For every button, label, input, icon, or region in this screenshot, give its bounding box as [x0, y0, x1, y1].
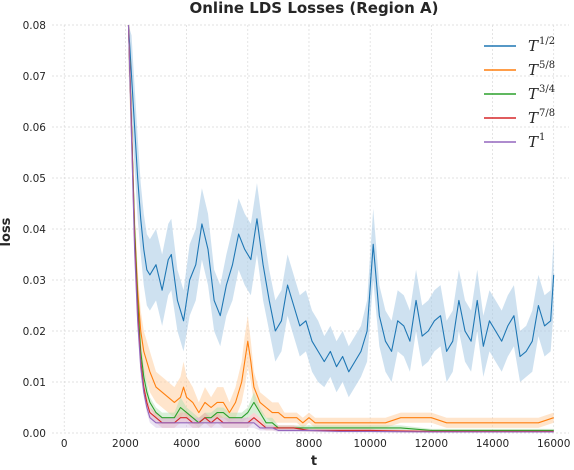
grid — [52, 24, 569, 434]
legend-entry: T7/8 — [528, 108, 555, 127]
series-2-line — [127, 24, 554, 424]
x-tick-label: 8000 — [296, 438, 323, 450]
legend-entry: T3/4 — [528, 84, 555, 103]
y-tick-label: 0.00 — [23, 428, 46, 440]
x-tick-label: 4000 — [173, 438, 200, 450]
confidence-bands — [128, 25, 554, 433]
legend-entry: T5/8 — [528, 60, 555, 79]
y-axis-label: loss — [0, 217, 14, 246]
y-tick-label: 0.05 — [23, 173, 46, 185]
legend: T1/2 T5/8 T3/4 T7/8 T1 — [484, 36, 555, 151]
x-axis-label: t — [311, 454, 317, 469]
series-2-band — [128, 25, 554, 428]
x-tick-label: 0 — [61, 438, 68, 450]
series-3-line — [127, 24, 554, 432]
series-5-line — [127, 24, 554, 433]
y-tick-label: 0.01 — [23, 377, 46, 389]
chart-title: Online LDS Losses (Region A) — [190, 0, 439, 17]
y-tick-label: 0.08 — [23, 20, 46, 32]
y-tick-labels: 0.00 0.01 0.02 0.03 0.04 0.05 0.06 0.07 0.08 — [23, 20, 47, 440]
x-tick-label: 14000 — [476, 438, 509, 450]
y-tick-label: 0.04 — [23, 224, 47, 236]
y-tick-label: 0.02 — [23, 326, 46, 338]
x-tick-label: 16000 — [537, 438, 570, 450]
series-4-line — [127, 24, 554, 433]
x-tick-labels: 0 2000 4000 6000 8000 10000 12000 14000 16000 — [61, 438, 571, 450]
y-tick-label: 0.06 — [23, 122, 47, 134]
series-1-line — [127, 24, 555, 373]
series-lines — [127, 24, 555, 433]
x-tick-label: 10000 — [353, 438, 386, 450]
legend-entry: T1 — [528, 132, 545, 151]
x-tick-label: 2000 — [112, 438, 139, 450]
legend-entry: T1/2 — [528, 36, 555, 55]
x-tick-label: 12000 — [415, 438, 448, 450]
y-tick-label: 0.03 — [23, 275, 46, 287]
y-tick-label: 0.07 — [23, 71, 46, 83]
x-tick-label: 6000 — [234, 438, 261, 450]
